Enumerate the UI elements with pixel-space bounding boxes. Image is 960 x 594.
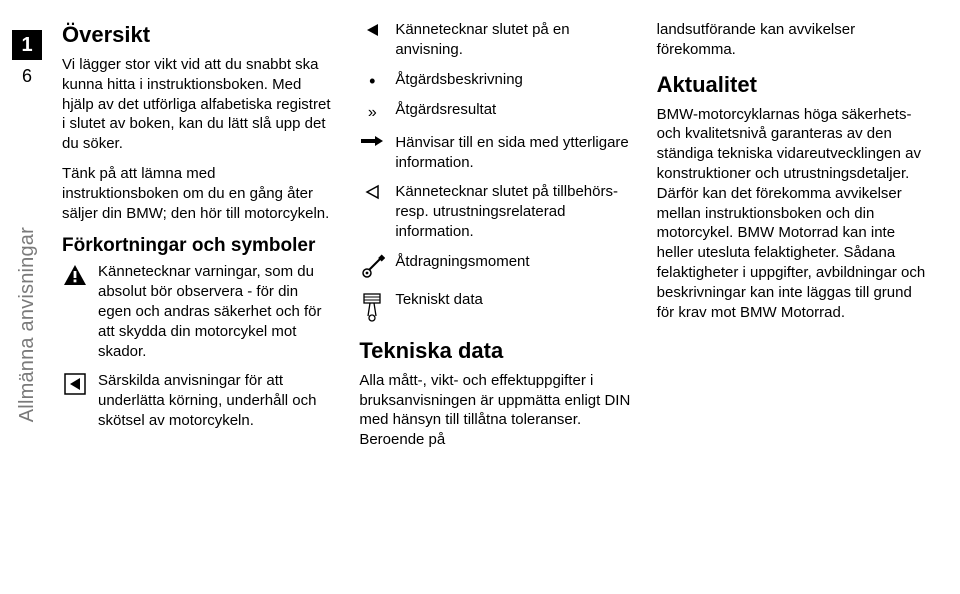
paragraph: Tänk på att lämna med instruktionsboken … <box>62 164 335 223</box>
symbol-row-pointer: Hänvisar till en sida med ytterligare in… <box>359 133 632 173</box>
symbol-text: Kännetecknar varningar, som du absolut b… <box>98 262 335 361</box>
symbol-row-action: • Åtgärdsbeskrivning <box>359 70 632 90</box>
note-icon <box>62 371 88 395</box>
heading-techdata: Tekniska data <box>359 336 632 365</box>
symbol-text: Kännetecknar slutet på tillbehörs- resp.… <box>395 182 632 241</box>
heading-overview: Översikt <box>62 20 335 49</box>
page-root: 1 6 Allmänna anvisningar Översikt Vi läg… <box>0 0 960 594</box>
column-1: Översikt Vi lägger stor vikt vid att du … <box>62 20 335 574</box>
paragraph: landsutförande kan avvikelser förekomma. <box>657 20 930 60</box>
page-number: 6 <box>22 66 32 87</box>
symbol-row-endacc: Kännetecknar slutet på tillbehörs- resp.… <box>359 182 632 241</box>
piston-icon <box>359 290 385 322</box>
column-2: Kännetecknar slutet på en anvisning. • Å… <box>359 20 632 574</box>
paragraph: Alla mått-, vikt- och effektuppgifter i … <box>359 371 632 450</box>
paragraph: BMW-motorcyklarnas höga säkerhets- och k… <box>657 105 930 323</box>
bullet-icon: • <box>359 70 385 90</box>
result-icon: » <box>359 100 385 123</box>
pointer-icon <box>359 133 385 147</box>
triangle-left-icon <box>359 20 385 38</box>
symbol-row-warning: Kännetecknar varningar, som du absolut b… <box>62 262 335 361</box>
warning-icon <box>62 262 88 286</box>
symbol-row-techdata: Tekniskt data <box>359 290 632 322</box>
symbol-text: Hänvisar till en sida med ytterligare in… <box>395 133 632 173</box>
symbol-text: Åtgärdsresultat <box>395 100 632 120</box>
symbol-row-end: Kännetecknar slutet på en anvisning. <box>359 20 632 60</box>
paragraph: Vi lägger stor vikt vid att du snabbt sk… <box>62 55 335 154</box>
symbol-row-result: » Åtgärdsresultat <box>359 100 632 123</box>
chapter-number: 1 <box>12 30 42 60</box>
torque-icon <box>359 252 385 280</box>
triangle-open-icon <box>359 182 385 200</box>
symbol-text: Åtdragningsmoment <box>395 252 632 272</box>
symbol-row-torque: Åtdragningsmoment <box>359 252 632 280</box>
column-3: landsutförande kan avvikelser förekomma.… <box>657 20 930 574</box>
content-columns: Översikt Vi lägger stor vikt vid att du … <box>54 20 930 574</box>
symbol-row-note: Särskilda anvisningar för att underlätta… <box>62 371 335 430</box>
symbol-text: Kännetecknar slutet på en anvisning. <box>395 20 632 60</box>
sidebar: 1 6 Allmänna anvisningar <box>0 20 54 574</box>
section-label-vertical: Allmänna anvisningar <box>16 227 39 422</box>
symbol-text: Åtgärdsbeskrivning <box>395 70 632 90</box>
symbol-text: Tekniskt data <box>395 290 632 310</box>
heading-aktualitet: Aktualitet <box>657 70 930 99</box>
symbol-text: Särskilda anvisningar för att underlätta… <box>98 371 335 430</box>
heading-abbr: Förkortningar och symboler <box>62 233 335 258</box>
